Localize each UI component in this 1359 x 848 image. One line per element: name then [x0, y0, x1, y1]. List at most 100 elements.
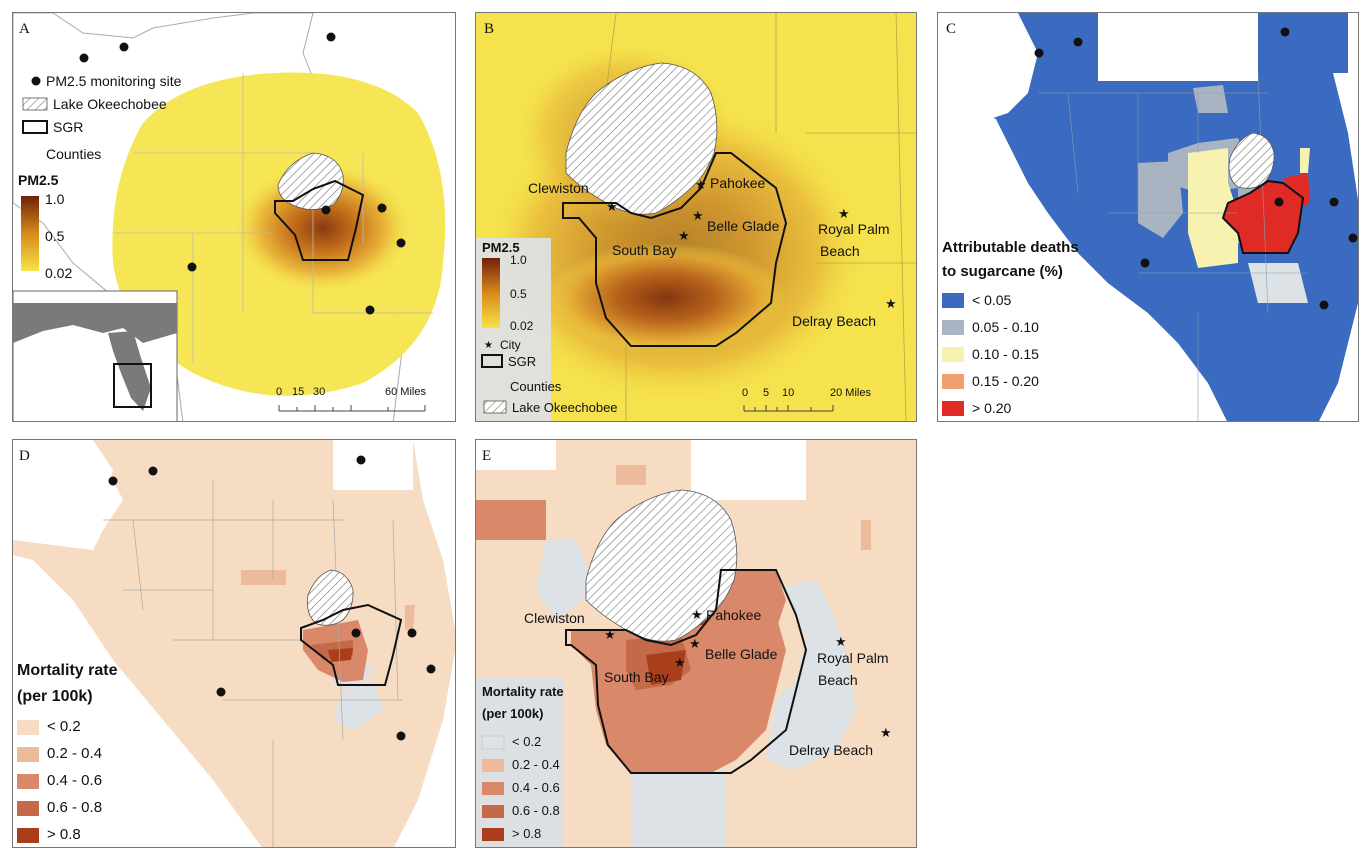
legend-class: 0.10 - 0.15: [972, 346, 1039, 362]
monitoring-site: [1140, 258, 1150, 268]
monitoring-site: [1073, 37, 1083, 47]
legend-title: Attributable deaths: [942, 239, 1079, 256]
legend-swatch: [17, 774, 39, 789]
monitoring-site: [326, 32, 336, 42]
inset-map: [13, 290, 178, 421]
sgr-outline: [562, 152, 788, 347]
legend-swatch: [17, 720, 39, 735]
legend-swatch: [482, 805, 504, 818]
monitoring-site: [1280, 27, 1290, 37]
legend-max: 1.0: [510, 253, 527, 267]
panel-e: ★ ★ ★ ★ ★ ★ E Clewiston Pahokee Belle Gl…: [475, 439, 917, 848]
legend-mid: 0.5: [510, 287, 527, 301]
sgr-outline: [274, 179, 365, 261]
scale-tick: 0: [742, 387, 749, 399]
city-star: ★: [692, 209, 704, 224]
legend-class: 0.2 - 0.4: [512, 757, 560, 772]
legend-title: PM2.5: [18, 172, 59, 188]
monitoring-site: [407, 628, 417, 638]
monitoring-site: [365, 305, 375, 315]
panel-label: C: [946, 21, 957, 37]
legend-min: 0.02: [45, 265, 73, 281]
legend-swatch: [17, 828, 39, 843]
legend-class: 0.6 - 0.8: [512, 803, 560, 818]
map-e: ★ ★ ★ ★ ★ ★: [476, 440, 916, 847]
city-star: ★: [835, 635, 847, 650]
monitoring-site: [377, 203, 387, 213]
city-label-royal-palm: Royal Palm: [818, 221, 890, 237]
legend-class: 0.4 - 0.6: [512, 780, 560, 795]
legend-swatch: [482, 759, 504, 772]
city-star: ★: [678, 229, 690, 244]
city-label-delray-beach: Delray Beach: [792, 313, 877, 329]
city-label-belle-glade: Belle Glade: [707, 218, 780, 234]
lake-okeechobee: [565, 62, 718, 215]
legend-swatch: [942, 347, 964, 362]
monitoring-site: [187, 262, 197, 272]
legend-class: 0.6 - 0.8: [47, 799, 103, 816]
city-label-belle-glade: Belle Glade: [705, 646, 778, 662]
legend-class: > 0.8: [512, 826, 542, 841]
monitoring-site: [351, 628, 361, 638]
city-label-pahokee: Pahokee: [706, 607, 762, 623]
panel-label: D: [19, 448, 30, 464]
legend-site-label: PM2.5 monitoring site: [46, 73, 182, 89]
legend-swatch: [17, 801, 39, 816]
city-star: ★: [695, 178, 707, 193]
legend-swatch: [942, 293, 964, 308]
panel-label: A: [19, 21, 30, 37]
map-b: ★ ★ ★ ★ ★ ★ ★: [476, 13, 916, 421]
scale-tick: 30: [313, 386, 326, 398]
monitoring-site: [396, 731, 406, 741]
panel-label: B: [484, 21, 495, 37]
city-label-beach: Beach: [818, 672, 858, 688]
city-star: ★: [885, 297, 897, 312]
legend-title: (per 100k): [482, 706, 544, 721]
panel-d: D Mortality rate (per 100k) < 0.2 0.2 - …: [12, 439, 456, 848]
city-star: ★: [880, 726, 892, 741]
city-star: ★: [604, 628, 616, 643]
city-label-beach: Beach: [820, 243, 860, 259]
sgr-outline: [300, 603, 403, 686]
city-label-delray-beach: Delray Beach: [789, 742, 874, 758]
lake-okeechobee: [585, 489, 738, 642]
monitoring-site: [108, 476, 118, 486]
legend-max: 1.0: [45, 191, 65, 207]
legend-lake-label: Lake Okeechobee: [53, 96, 167, 112]
legend-city: City: [500, 338, 521, 352]
city-star: ★: [674, 656, 686, 671]
lake-okeechobee: [1228, 132, 1275, 189]
scale-tick: 5: [763, 387, 770, 399]
scale-tick: 10: [782, 387, 795, 399]
monitoring-site: [396, 238, 406, 248]
legend-class: > 0.8: [47, 826, 81, 843]
city-star: ★: [838, 207, 850, 222]
monitoring-site: [426, 664, 436, 674]
scale-tick: 60 Miles: [385, 386, 426, 398]
monitoring-site: [356, 455, 366, 465]
legend-swatch: [481, 735, 505, 750]
monitoring-site: [79, 53, 89, 63]
legend-class: > 0.20: [972, 400, 1012, 416]
city-label-south-bay: South Bay: [612, 242, 677, 258]
sgr-fill-high: [1223, 181, 1303, 253]
map-a: [13, 13, 446, 421]
legend-title: Mortality rate: [17, 662, 118, 679]
legend-min: 0.02: [510, 319, 534, 333]
legend-sgr-label: SGR: [53, 119, 84, 135]
legend-swatch: [482, 828, 504, 841]
scale-tick: 15: [292, 386, 305, 398]
legend-title: (per 100k): [17, 688, 93, 705]
monitoring-site: [119, 42, 129, 52]
legend-swatch: [942, 320, 964, 335]
monitoring-site: [1348, 233, 1358, 243]
city-star: ★: [691, 608, 703, 623]
monitoring-site: [148, 466, 158, 476]
legend-class: 0.15 - 0.20: [972, 373, 1039, 389]
panel-c: C Attributable deaths to sugarcane (%) <…: [937, 12, 1359, 422]
legend-class: 0.05 - 0.10: [972, 319, 1039, 335]
city-label-pahokee: Pahokee: [710, 175, 766, 191]
scale-tick: 20 Miles: [830, 387, 871, 399]
city-label-clewiston: Clewiston: [528, 180, 589, 196]
legend-swatch: [942, 401, 964, 416]
